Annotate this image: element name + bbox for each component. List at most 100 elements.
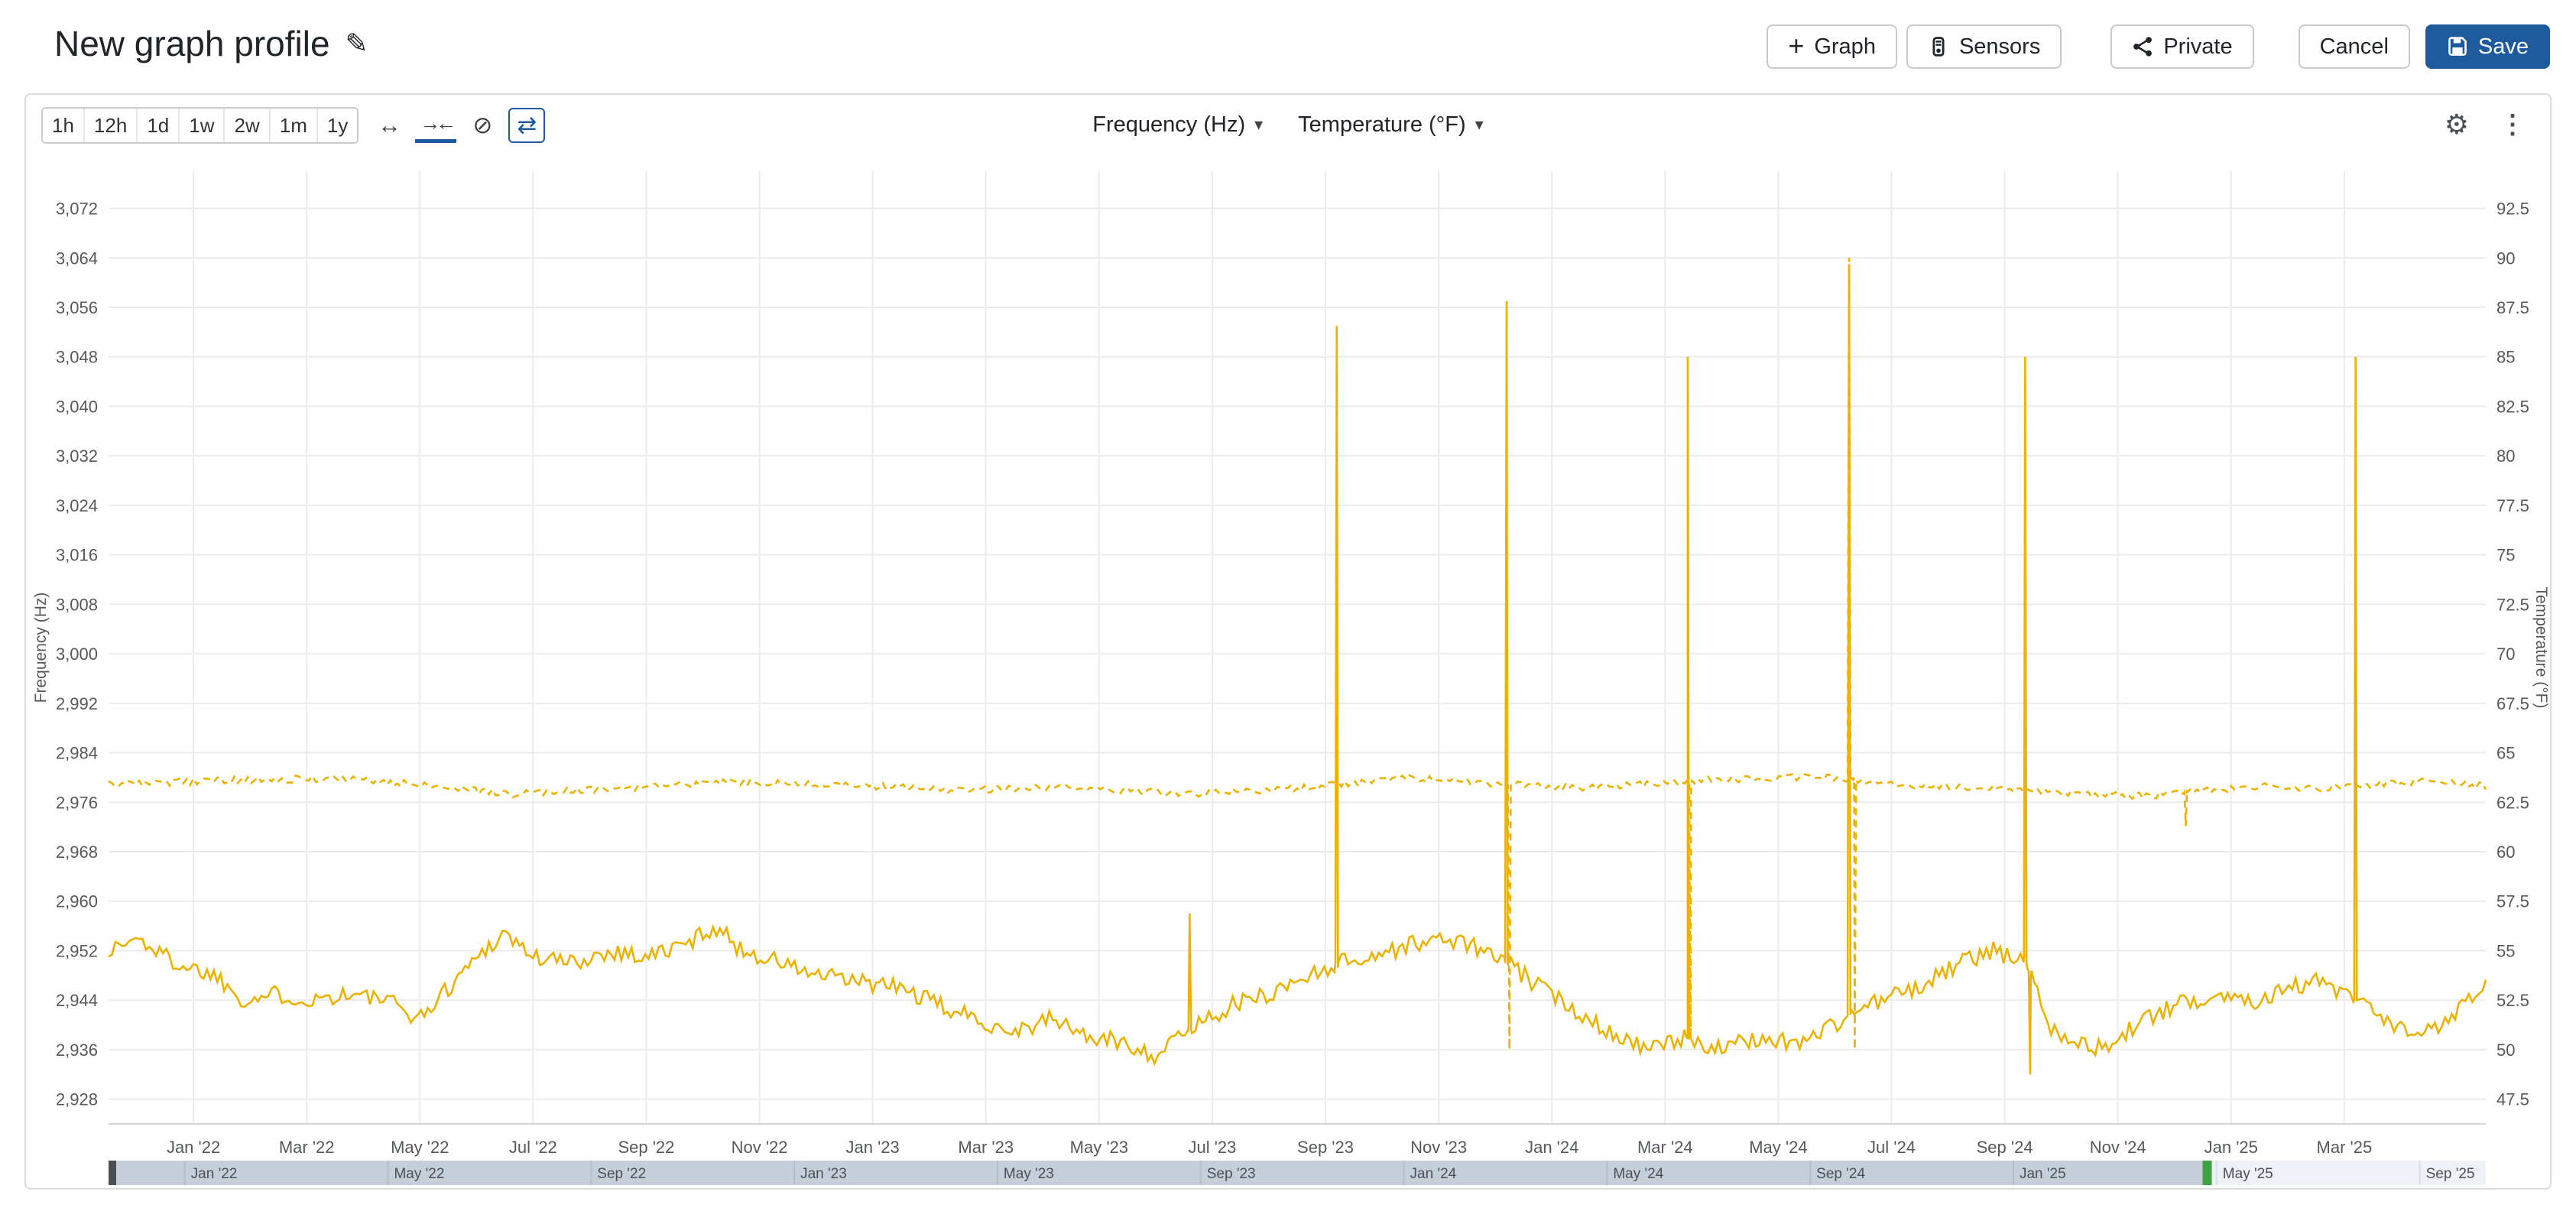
right-tick-label: 50	[2497, 1041, 2515, 1060]
x-tick-label: Jan '24	[1525, 1138, 1578, 1157]
left-tick-label: 2,960	[56, 892, 98, 911]
sensors-label: Sensors	[1958, 34, 2041, 59]
right-axis-title: Temperature (°F)	[2532, 587, 2550, 709]
left-tick-label: 2,944	[56, 991, 98, 1010]
right-tick-label: 70	[2497, 645, 2515, 664]
right-tick-label: 90	[2497, 248, 2515, 268]
clock-disabled-icon[interactable]: ⊘	[464, 108, 501, 143]
range-navigator[interactable]: Jan '22 May '22 Sep '22 Jan '23 May '23 Sep '…	[109, 1161, 2486, 1185]
x-tick-label: Jan '23	[846, 1138, 900, 1157]
temperature-series-line	[108, 258, 2487, 1050]
range-1y-button[interactable]: 1y	[317, 109, 358, 142]
cancel-button[interactable]: Cancel	[2298, 24, 2410, 69]
sensors-button[interactable]: Sensors	[1906, 24, 2062, 69]
time-range-group: 1h 12h 1d 1w 2w 1m 1y	[41, 107, 359, 144]
right-axis-selector-label: Temperature (°F)	[1298, 112, 1466, 137]
sensor-icon	[1932, 37, 1945, 57]
range-1m-button[interactable]: 1m	[270, 109, 318, 142]
chart-area[interactable]: Jan '22 Mar '22 May '22 Jul '22 Sep '22 Nov '…	[26, 153, 2550, 1187]
left-tick-label: 3,032	[56, 447, 98, 466]
x-tick-label: Mar '23	[958, 1138, 1014, 1157]
header-actions: + Graph Sensors Private Cancel	[1767, 24, 2550, 69]
frequency-series-line	[108, 264, 2487, 1075]
caret-down-icon: ▾	[1475, 115, 1484, 134]
edit-title-pencil-icon[interactable]: ✎	[345, 28, 368, 59]
x-tick-label: May '24	[1749, 1138, 1807, 1157]
left-tick-label: 2,936	[56, 1041, 98, 1060]
x-tick-label: Jul '23	[1188, 1138, 1236, 1157]
navigator-left-handle[interactable]	[109, 1161, 116, 1185]
range-1h-button[interactable]: 1h	[43, 109, 85, 142]
right-tick-label: 67.5	[2497, 694, 2529, 713]
right-axis-selector[interactable]: Temperature (°F) ▾	[1286, 107, 1496, 142]
chart-toolbar: 1h 12h 1d 1w 2w 1m 1y ↔ →← ⊘ ⇄ Frequency…	[41, 104, 2535, 147]
page-header: New graph profile ✎ + Graph Sensors	[0, 0, 2576, 93]
cancel-label: Cancel	[2319, 34, 2389, 59]
auto-refresh-loop-icon[interactable]: ⇄	[508, 108, 546, 143]
range-1w-button[interactable]: 1w	[180, 109, 225, 142]
right-tick-label: 80	[2497, 447, 2515, 466]
x-tick-label: Jan '25	[2205, 1138, 2258, 1157]
right-tick-label: 77.5	[2497, 496, 2529, 515]
navigator-tick-label: Sep '23	[1207, 1166, 1256, 1182]
left-tick-label: 3,064	[56, 248, 98, 268]
left-tick-label: 2,928	[56, 1090, 98, 1109]
navigator-tick-label: May '23	[1004, 1166, 1054, 1182]
gridlines	[109, 171, 2486, 1124]
left-tick-label: 3,056	[56, 298, 98, 317]
left-tick-label: 2,968	[56, 843, 98, 862]
pan-horizontal-icon[interactable]: ↔	[371, 108, 407, 143]
x-tick-label: Sep '22	[618, 1138, 674, 1157]
x-tick-label: Mar '24	[1637, 1138, 1693, 1157]
left-tick-label: 3,048	[56, 348, 98, 367]
right-tick-label: 72.5	[2497, 595, 2529, 614]
right-tick-label: 75	[2497, 546, 2515, 565]
kebab-menu-icon[interactable]: ⋮	[2495, 107, 2530, 142]
compress-range-icon[interactable]: →←	[415, 108, 457, 143]
left-axis-title: Frequency (Hz)	[32, 593, 50, 703]
x-tick-label: Nov '24	[2090, 1138, 2146, 1157]
save-label: Save	[2477, 34, 2529, 59]
right-tick-label: 82.5	[2497, 397, 2529, 416]
left-tick-label: 3,016	[56, 546, 98, 565]
left-tick-label: 2,976	[56, 793, 98, 812]
page-title: New graph profile	[54, 24, 330, 63]
right-tick-label: 65	[2497, 744, 2515, 763]
x-tick-label: May '22	[391, 1138, 449, 1157]
right-tick-label: 87.5	[2497, 298, 2529, 317]
x-tick-label: Jul '24	[1867, 1138, 1916, 1157]
range-12h-button[interactable]: 12h	[84, 109, 138, 142]
range-2w-button[interactable]: 2w	[225, 109, 271, 142]
navigator-tick-label: May '22	[394, 1166, 444, 1182]
navigator-tick-label: Sep '25	[2426, 1166, 2475, 1182]
right-tick-label: 47.5	[2497, 1090, 2529, 1109]
left-axis-selector-label: Frequency (Hz)	[1092, 112, 1246, 137]
navigator-right-handle[interactable]	[2202, 1161, 2212, 1185]
navigator-tick-label: Jan '22	[191, 1166, 238, 1182]
share-icon	[2133, 37, 2153, 57]
axis-selectors: Frequency (Hz) ▾ Temperature (°F) ▾	[1080, 107, 1495, 142]
x-tick-label: May '23	[1070, 1138, 1128, 1157]
private-button[interactable]: Private	[2110, 24, 2254, 69]
x-tick-label: Sep '24	[1977, 1138, 2033, 1157]
right-tick-label: 60	[2497, 843, 2515, 862]
x-tick-label: Jan '22	[167, 1138, 220, 1157]
add-graph-button[interactable]: + Graph	[1767, 24, 1897, 69]
save-button[interactable]: Save	[2425, 24, 2550, 69]
navigator-tick-label: Sep '24	[1816, 1166, 1865, 1182]
left-axis-selector[interactable]: Frequency (Hz) ▾	[1080, 107, 1275, 142]
navigator-tick-label: Sep '22	[597, 1166, 646, 1182]
x-tick-label: Mar '25	[2317, 1138, 2373, 1157]
caret-down-icon: ▾	[1254, 115, 1264, 134]
left-tick-label: 3,024	[56, 496, 98, 515]
left-tick-label: 3,072	[56, 200, 98, 219]
navigator-tick-label: May '24	[1613, 1166, 1663, 1182]
x-tick-label: Jul '22	[509, 1138, 557, 1157]
save-floppy-icon	[2448, 37, 2467, 56]
range-1d-button[interactable]: 1d	[138, 109, 180, 142]
gear-icon[interactable]: ⚙	[2440, 107, 2474, 142]
left-tick-label: 2,984	[56, 744, 98, 763]
right-tick-label: 55	[2497, 941, 2515, 960]
private-label: Private	[2163, 34, 2233, 59]
left-tick-label: 3,000	[56, 645, 98, 664]
